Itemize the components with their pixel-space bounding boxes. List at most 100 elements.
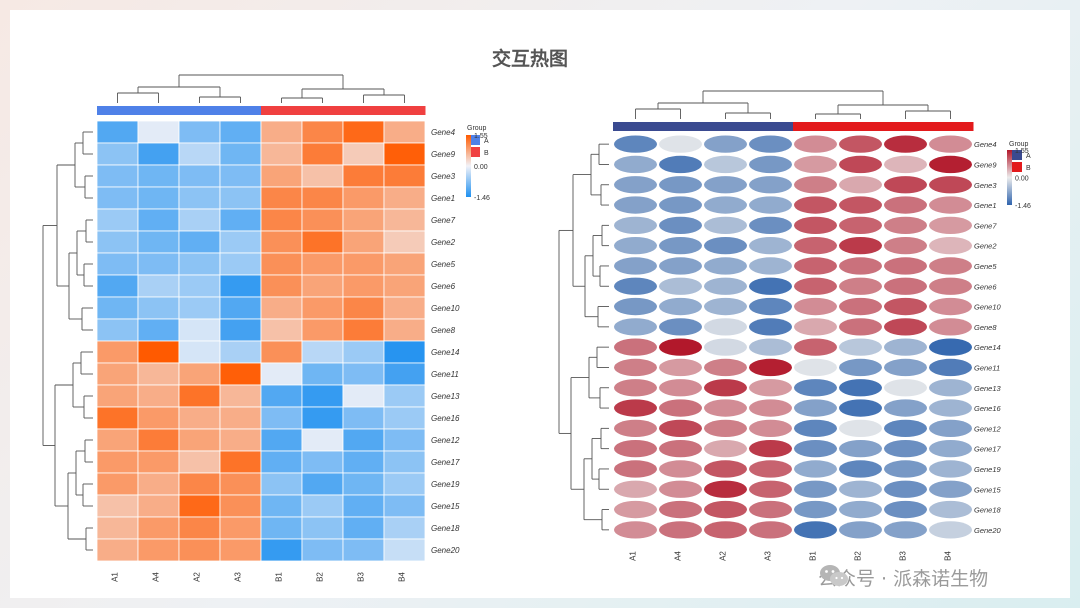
heatmap-cell	[794, 358, 837, 377]
heatmap-cell	[96, 340, 139, 364]
colorbar-tick-label: -1.46	[474, 195, 490, 202]
heatmap-cell	[704, 419, 747, 437]
heatmap-cell	[839, 135, 882, 153]
colorbar-tick-label: -1.46	[1015, 203, 1031, 210]
heatmap-cell	[749, 480, 792, 498]
column-label: A1	[111, 572, 120, 582]
row-label: Gene16	[974, 404, 1002, 413]
heatmap-cell	[659, 277, 702, 295]
heatmap-cell	[704, 379, 747, 397]
row-label: Gene14	[974, 343, 1001, 352]
heatmap-cell	[301, 340, 344, 364]
heatmap-cell	[301, 230, 344, 254]
row-label: Gene19	[431, 480, 460, 489]
heatmap-cell	[301, 494, 344, 518]
heatmap-cell	[178, 340, 221, 364]
heatmap-cell	[219, 428, 262, 452]
heatmap-cell	[342, 494, 385, 518]
row-label: Gene18	[974, 506, 1002, 515]
heatmap-cell	[178, 186, 221, 210]
row-label: Gene5	[431, 260, 456, 269]
heatmap-cell	[137, 318, 180, 342]
heatmap-cell	[342, 428, 385, 452]
heatmap-cell	[929, 196, 972, 214]
page-title: 交互热图	[491, 48, 568, 70]
heatmap-cell	[794, 318, 837, 336]
heatmap-cell	[884, 419, 927, 437]
column-label: B3	[357, 572, 366, 582]
heatmap-cell	[383, 186, 426, 210]
wechat-icon	[820, 565, 848, 586]
heatmap-cell	[178, 252, 221, 276]
row-label: Gene9	[974, 160, 997, 169]
heatmap-cell	[137, 494, 180, 518]
plot-area	[613, 134, 973, 540]
heatmap-cell	[178, 274, 221, 298]
heatmap-cell	[884, 216, 927, 235]
heatmap-cell	[383, 230, 426, 254]
heatmap-cell	[839, 500, 882, 519]
heatmap-cell	[301, 362, 344, 386]
heatmap-cell	[614, 277, 657, 295]
heatmap-cell	[749, 460, 792, 478]
row-label: Gene10	[974, 303, 1002, 312]
heatmap-cell	[383, 340, 426, 364]
row-label: Gene1	[974, 201, 997, 210]
heatmap-cell	[659, 196, 702, 214]
heatmap-cell	[704, 318, 747, 336]
heatmap-cell	[96, 186, 139, 210]
heatmap-cell	[178, 362, 221, 386]
heatmap-cell	[178, 494, 221, 518]
heatmap-cell	[794, 480, 837, 498]
heatmap-cell	[342, 142, 385, 166]
heatmap-cell	[383, 516, 426, 540]
heatmap-cell	[704, 297, 747, 316]
heatmap-cell	[301, 142, 344, 166]
legend-title: Group	[1009, 141, 1029, 148]
heatmap-cell	[178, 142, 221, 166]
heatmap-cell	[137, 296, 180, 320]
heatmap-cell	[704, 521, 747, 539]
row-label: Gene7	[431, 216, 456, 225]
group-bar-segment	[220, 106, 262, 115]
heatmap-cell	[794, 500, 837, 519]
heatmap-cell	[884, 399, 927, 417]
row-label: Gene17	[974, 445, 1002, 454]
heatmap-cell	[137, 450, 180, 474]
heatmap-cell	[301, 384, 344, 408]
heatmap-cell	[839, 358, 882, 377]
heatmap-cell	[884, 440, 927, 458]
heatmap-cell	[929, 480, 972, 498]
heatmap-cell	[301, 428, 344, 452]
heatmap-cell	[704, 440, 747, 458]
heatmap-cell	[260, 340, 303, 364]
heatmap-cell	[884, 196, 927, 214]
heatmap-cell	[749, 155, 792, 174]
heatmap-cell	[659, 338, 702, 356]
heatmap-cell	[929, 318, 972, 336]
heatmap-cell	[383, 406, 426, 430]
colorbar-tick-label: 0.00	[1015, 176, 1029, 183]
heatmap-cell	[839, 440, 882, 458]
heatmap-cell	[301, 208, 344, 232]
legend-swatch-b	[1011, 162, 1022, 172]
heatmap-cell	[929, 358, 972, 377]
heatmap-cell	[929, 440, 972, 458]
heatmap-cell	[884, 318, 927, 336]
row-label: Gene17	[431, 458, 460, 467]
row-label: Gene9	[431, 150, 456, 159]
group-bar-segment	[97, 106, 139, 115]
heatmap-cell	[884, 297, 927, 316]
heatmap-cell	[614, 257, 657, 275]
heatmap-cell	[260, 230, 303, 254]
heatmap-cell	[301, 164, 344, 188]
column-label: B2	[854, 551, 863, 561]
heatmap-cell	[96, 362, 139, 386]
heatmap-cell	[342, 120, 385, 144]
heatmap-cell	[704, 460, 747, 478]
colorbar-tick-label: 1.55	[1015, 148, 1029, 155]
heatmap-cell	[794, 277, 837, 295]
heatmap-cell	[839, 379, 882, 397]
row-label: Gene10	[431, 304, 460, 313]
heatmap-cell	[342, 318, 385, 342]
